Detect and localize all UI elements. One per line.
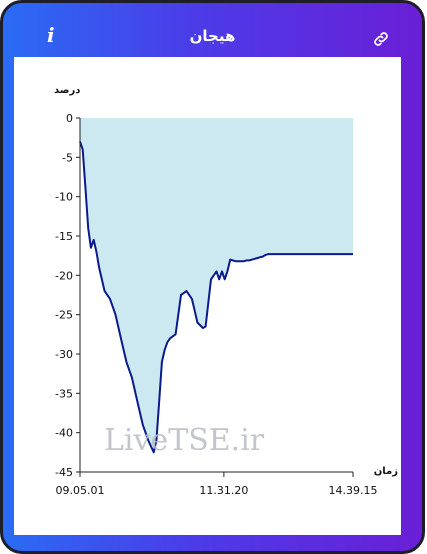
series-area: [80, 118, 353, 453]
chart-panel: درصد زمان 0 -5 -10 -15 -20 -25 -30 -35 -40 -45 09.…: [14, 57, 401, 535]
y-axis-title: درصد: [54, 85, 80, 96]
widget-header: i هیجان: [3, 3, 422, 55]
y-tick-label: -35: [55, 387, 73, 400]
y-tick-label: -40: [55, 427, 73, 440]
chart: درصد زمان 0 -5 -10 -15 -20 -25 -30 -35 -40 -45 09.…: [54, 85, 398, 497]
y-tick-label: -45: [55, 466, 73, 479]
x-tick-label: 09.05.01: [56, 484, 105, 497]
y-tick-label: -10: [55, 191, 73, 204]
x-tick-label: 11.31.20: [199, 484, 248, 497]
x-axis-title: زمان: [374, 466, 398, 477]
y-tick-label: -5: [62, 151, 73, 164]
y-tick-label: -15: [55, 230, 73, 243]
y-tick-label: -30: [55, 348, 73, 361]
series-line: [79, 141, 353, 454]
y-tick-label: -20: [55, 269, 73, 282]
y-tick-label: 0: [66, 112, 73, 125]
y-tick-label: -25: [55, 309, 73, 322]
widget-title: هیجان: [189, 27, 236, 45]
watermark: LiveTSE.ir: [104, 423, 265, 458]
link-icon[interactable]: [372, 30, 390, 48]
info-icon[interactable]: i: [47, 23, 55, 47]
x-tick-label: 14.39.15: [329, 484, 378, 497]
